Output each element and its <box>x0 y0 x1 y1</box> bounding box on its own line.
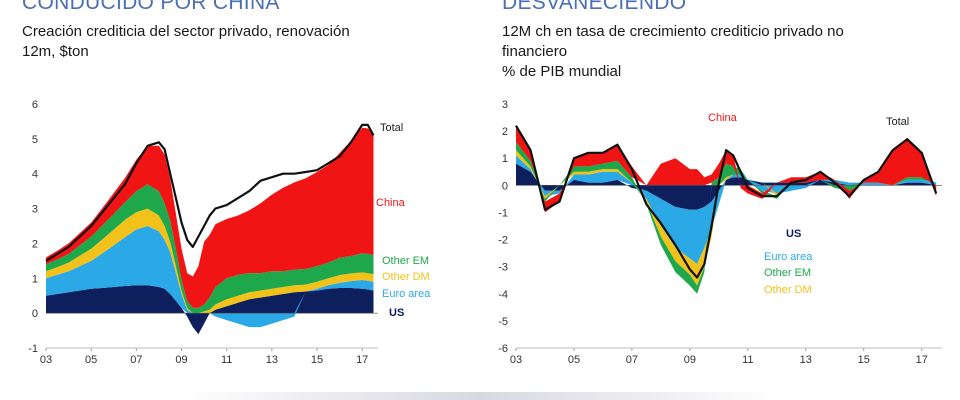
x-tick-label: 11 <box>742 354 753 366</box>
area-series-other-em <box>516 142 937 294</box>
chart-subtitle: Creación crediticia del sector privado, … <box>22 22 350 62</box>
chart-subtitle-line: % de PIB mundial <box>502 63 622 80</box>
y-tick-label: -6 <box>498 343 508 355</box>
series-label-china: China <box>708 112 738 124</box>
y-tick-label: -5 <box>498 316 508 328</box>
area-series-other-em <box>46 184 374 314</box>
y-tick-label: 4 <box>32 169 38 181</box>
y-tick-label: -3 <box>498 262 508 274</box>
y-tick-label: 3 <box>502 99 508 111</box>
x-tick-label: 11 <box>221 354 232 366</box>
area-series-other-dm <box>46 208 374 314</box>
series-label-china: China <box>376 197 406 209</box>
y-tick-label: -1 <box>28 343 38 355</box>
footer-caption-blur <box>180 392 780 400</box>
area-series-euro-area <box>46 226 374 328</box>
x-tick-label: 07 <box>626 354 638 366</box>
y-tick-label: 1 <box>32 273 38 285</box>
x-tick-label: 17 <box>356 354 368 366</box>
total-line <box>45 123 375 262</box>
y-tick-label: -1 <box>498 207 508 219</box>
area-series-us <box>46 285 374 335</box>
stacked-area-chart-right: -6 -5 -4 -3 -2 -1 0 1 2 3 03 05 07 09 11 13 15 17 Total Chi… <box>498 99 942 366</box>
x-tick-label: 05 <box>568 354 580 366</box>
chart-subtitle-line: 12m, $ton <box>22 43 89 60</box>
series-label-total: Total <box>380 122 403 134</box>
series-label-other-em: Other EM <box>764 267 811 279</box>
chart-subtitle-line: financiero <box>502 43 568 60</box>
x-tick-label: 13 <box>800 354 812 366</box>
y-tick-label: 1 <box>502 153 508 165</box>
y-tick-label: -4 <box>498 289 508 301</box>
chart-panel-left: CONDUCIDO POR CHINA Creación crediticia … <box>0 0 470 370</box>
y-tick-label: -2 <box>498 235 508 247</box>
x-tick-label: 05 <box>85 354 97 366</box>
chart-headline: CONDUCIDO POR CHINA <box>22 0 280 14</box>
chart-subtitle: 12M ch en tasa de crecimiento crediticio… <box>502 22 844 82</box>
x-tick-label: 09 <box>175 354 187 366</box>
x-tick-label: 13 <box>266 354 278 366</box>
series-label-euro-area: Euro area <box>382 288 431 300</box>
y-tick-label: 5 <box>32 134 38 146</box>
y-tick-label: 3 <box>32 204 38 216</box>
x-tick-label: 17 <box>916 354 928 366</box>
y-tick-label: 6 <box>32 99 38 111</box>
chart-subtitle-line: Creación crediticia del sector privado, … <box>22 23 350 40</box>
series-label-us: US <box>389 307 404 319</box>
y-tick-label: 2 <box>502 126 508 138</box>
x-tick-label: 15 <box>858 354 870 366</box>
chart-panel-right: DESVANECIENDO 12M ch en tasa de crecimie… <box>480 0 960 370</box>
stacked-area-chart-left: -1 0 1 2 3 4 5 6 03 05 07 09 11 13 15 17 Total China Other… <box>28 99 431 366</box>
y-tick-label: 0 <box>32 308 38 320</box>
chart-headline: DESVANECIENDO <box>502 0 687 14</box>
series-label-total: Total <box>886 116 909 128</box>
area-series-china <box>46 127 374 308</box>
series-label-other-dm: Other DM <box>382 271 430 283</box>
x-tick-label: 09 <box>684 354 696 366</box>
y-tick-label: 2 <box>32 238 38 250</box>
x-tick-label: 03 <box>510 354 522 366</box>
x-tick-label: 07 <box>130 354 142 366</box>
series-label-other-em: Other EM <box>382 255 429 267</box>
chart-subtitle-line: 12M ch en tasa de crecimiento crediticio… <box>502 23 844 40</box>
series-label-us: US <box>786 228 801 240</box>
y-tick-label: 0 <box>502 180 508 192</box>
series-label-euro-area: Euro area <box>764 251 813 263</box>
x-tick-label: 15 <box>311 354 323 366</box>
x-tick-label: 03 <box>40 354 52 366</box>
series-label-other-dm: Other DM <box>764 284 812 296</box>
total-line <box>515 125 938 279</box>
